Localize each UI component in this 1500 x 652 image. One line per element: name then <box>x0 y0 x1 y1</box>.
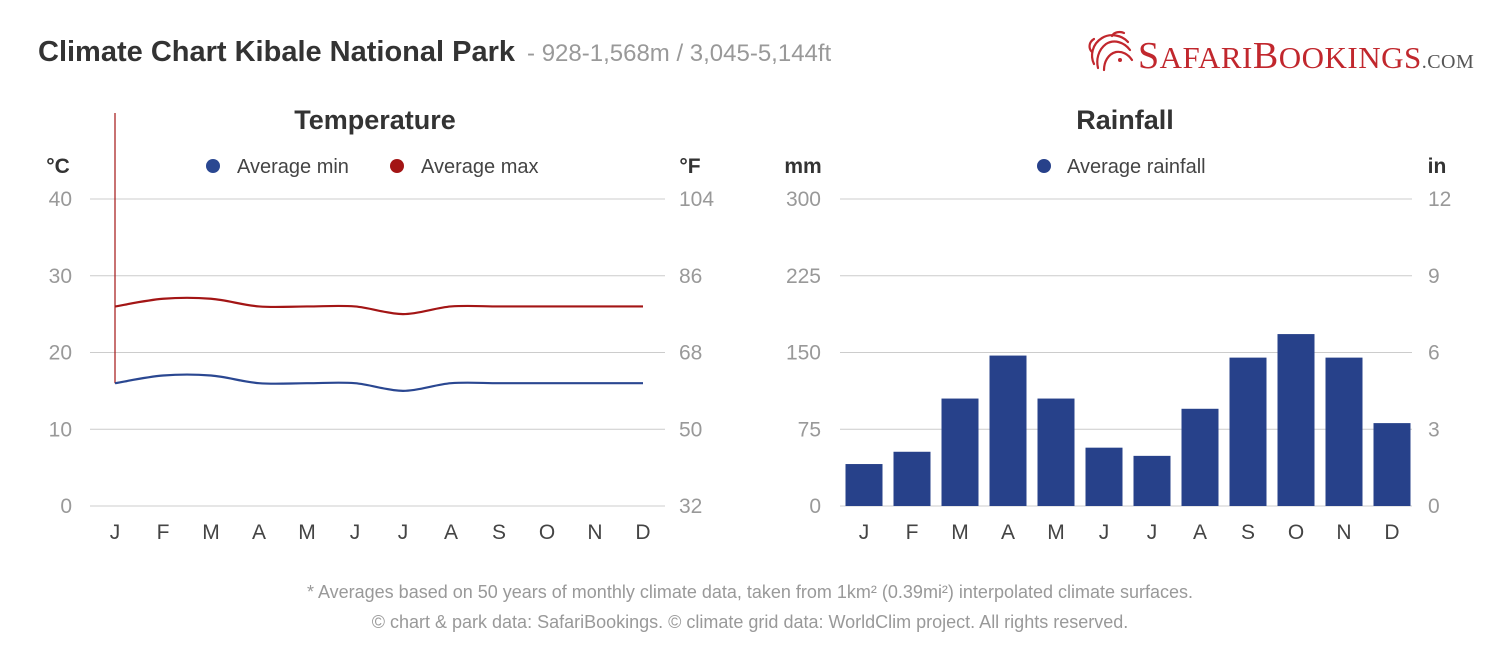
rainfall-bar[interactable] <box>1085 447 1123 506</box>
legend-marker-average-max <box>390 159 404 173</box>
rainfall-y-ticks: 0 0 75 3 150 6 225 9 300 12 <box>786 188 1451 518</box>
temperature-x-tick-label: S <box>492 521 506 544</box>
temperature-x-tick-label: M <box>202 521 220 544</box>
lion-icon <box>1088 30 1134 72</box>
rainfall-x-tick-label: M <box>1047 521 1065 544</box>
legend-label-average-rainfall: Average rainfall <box>1067 156 1206 178</box>
rainfall-x-tick-label: D <box>1384 521 1399 544</box>
rainfall-bar[interactable] <box>1325 357 1363 506</box>
rainfall-legend: Average rainfall <box>1037 156 1206 178</box>
temperature-x-tick-label: F <box>157 521 170 544</box>
footnote-methodology: * Averages based on 50 years of monthly … <box>306 582 1194 602</box>
rainfall-x-tick-label: M <box>951 521 969 544</box>
temperature-y-right-tick-label: 32 <box>679 495 702 518</box>
rainfall-x-tick-label: J <box>1147 521 1158 544</box>
rainfall-bar[interactable] <box>1133 455 1171 506</box>
temperature-y-right-tick-label: 86 <box>679 265 702 288</box>
rainfall-y-tick-label: 225 <box>786 265 821 288</box>
rainfall-bar[interactable] <box>1229 357 1267 506</box>
average-max-line[interactable] <box>114 296 643 316</box>
rainfall-bar[interactable] <box>893 451 931 506</box>
rainfall-bar[interactable] <box>1277 334 1315 506</box>
temperature-gridlines <box>90 198 665 507</box>
rainfall-x-tick-label: N <box>1336 521 1351 544</box>
rainfall-bar[interactable] <box>1037 398 1075 506</box>
temperature-y-right-tick-label: 50 <box>679 418 702 441</box>
rainfall-bar[interactable] <box>1181 408 1219 506</box>
temperature-x-tick-label: A <box>252 521 266 544</box>
temperature-y-right-tick-label: 104 <box>679 188 714 211</box>
temperature-x-tick-label: J <box>398 521 409 544</box>
temperature-y-tick-label: 30 <box>49 265 72 288</box>
rainfall-y-right-tick-label: 12 <box>1428 188 1451 211</box>
rainfall-x-tick-label: A <box>1193 521 1207 544</box>
temperature-x-tick-label: J <box>110 521 121 544</box>
rainfall-right-axis-unit: in <box>1428 155 1447 178</box>
rainfall-bars <box>845 334 1411 506</box>
legend-label-average-min: Average min <box>237 156 349 178</box>
temperature-y-tick-label: 10 <box>49 418 72 441</box>
rainfall-x-tick-label: J <box>859 521 870 544</box>
footnote-credits: © chart & park data: SafariBookings. © c… <box>371 612 1129 632</box>
chart-header: Climate Chart Kibale National Park - 928-… <box>38 36 831 69</box>
temperature-right-axis-unit: °F <box>679 155 700 178</box>
rainfall-x-tick-label: S <box>1241 521 1255 544</box>
rainfall-chart-title: Rainfall <box>1076 105 1174 135</box>
rainfall-left-axis-unit: mm <box>784 155 821 178</box>
rainfall-chart: Rainfall mm in Average rainfall 0 0 75 3 150… <box>784 105 1451 544</box>
legend-label-average-max: Average max <box>421 156 538 178</box>
rainfall-y-right-tick-label: 9 <box>1428 265 1440 288</box>
legend-marker-average-min <box>206 159 220 173</box>
rainfall-y-tick-label: 75 <box>798 418 821 441</box>
temperature-y-tick-label: 40 <box>49 188 72 211</box>
temperature-y-tick-label: 0 <box>60 495 72 518</box>
page-title: Climate Chart Kibale National Park <box>38 36 516 68</box>
temperature-chart: Temperature °C °F Average min Average ma… <box>46 105 714 544</box>
legend-marker-average-rainfall <box>1037 159 1051 173</box>
temperature-x-tick-label: A <box>444 521 458 544</box>
logo-wordmark: SAFARIBOOKINGS.COM <box>1138 35 1475 77</box>
rainfall-bar[interactable] <box>941 398 979 506</box>
page-subtitle: - 928-1,568m / 3,045-5,144ft <box>527 40 832 67</box>
rainfall-x-tick-label: F <box>906 521 919 544</box>
rainfall-x-tick-label: A <box>1001 521 1015 544</box>
rainfall-bar[interactable] <box>989 355 1027 506</box>
rainfall-y-right-tick-label: 0 <box>1428 495 1440 518</box>
rainfall-y-tick-label: 300 <box>786 188 821 211</box>
temperature-y-right-tick-label: 68 <box>679 342 702 365</box>
temperature-x-tick-label: M <box>298 521 316 544</box>
rainfall-y-right-tick-label: 3 <box>1428 418 1440 441</box>
temperature-x-tick-label: J <box>350 521 361 544</box>
rainfall-y-tick-label: 150 <box>786 342 821 365</box>
temperature-x-tick-label: O <box>539 521 555 544</box>
rainfall-y-right-tick-label: 6 <box>1428 342 1440 365</box>
temperature-legend: Average min Average max <box>206 156 538 178</box>
safaribookings-logo[interactable]: SAFARIBOOKINGS.COM <box>1086 30 1474 77</box>
rainfall-x-tick-label: O <box>1288 521 1304 544</box>
rainfall-bar[interactable] <box>1373 423 1411 506</box>
temperature-y-tick-label: 20 <box>49 342 72 365</box>
temperature-series <box>114 113 643 392</box>
rainfall-bar[interactable] <box>845 464 883 506</box>
temperature-chart-title: Temperature <box>294 105 456 135</box>
rainfall-x-tick-label: J <box>1099 521 1110 544</box>
temperature-x-tick-label: N <box>587 521 602 544</box>
temperature-left-axis-unit: °C <box>46 155 70 178</box>
average-min-line[interactable] <box>114 373 643 392</box>
rainfall-gridlines <box>840 198 1412 507</box>
rainfall-y-tick-label: 0 <box>809 495 821 518</box>
temperature-x-tick-label: D <box>635 521 650 544</box>
temperature-y-ticks: 0 32 10 50 20 68 30 86 40 104 <box>49 188 715 518</box>
